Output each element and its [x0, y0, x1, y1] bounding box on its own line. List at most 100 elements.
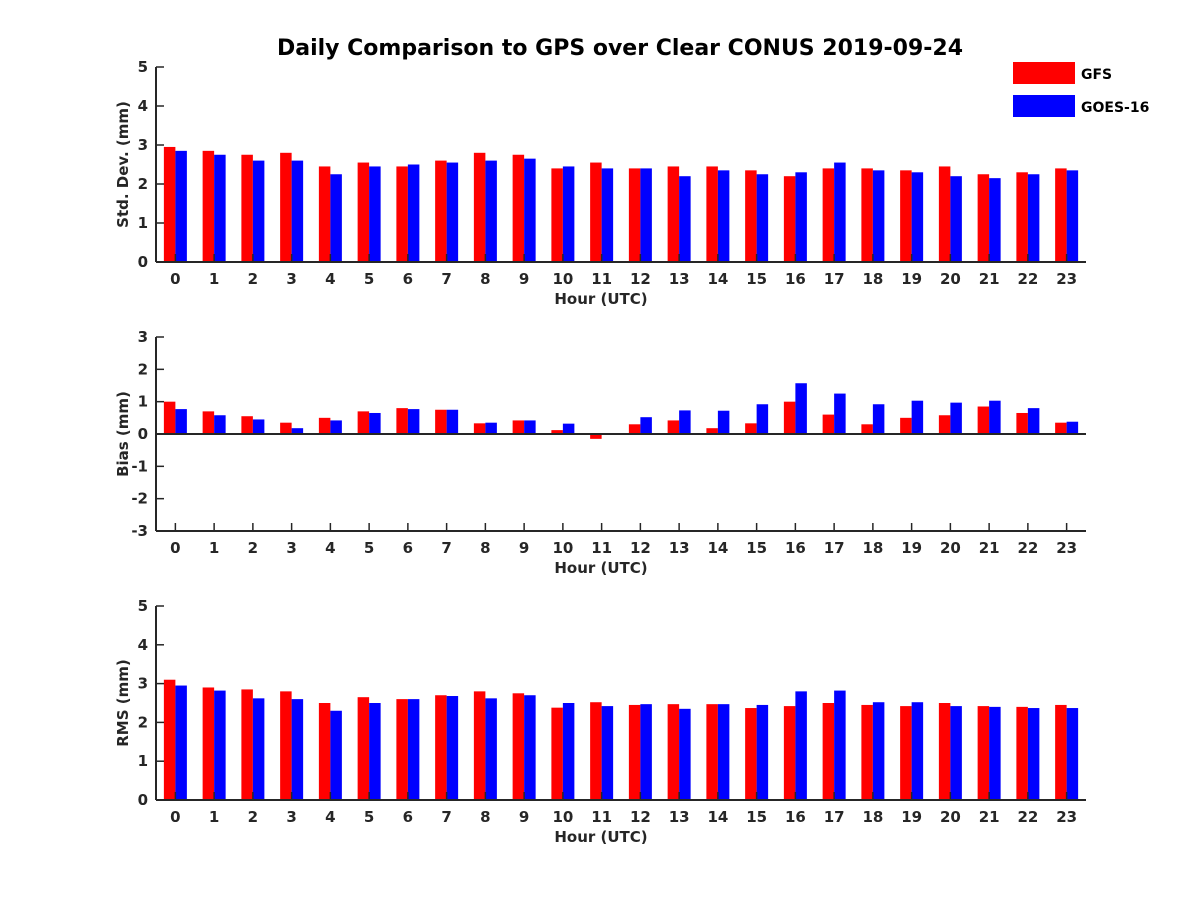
y-tick-label: 5 — [138, 597, 148, 615]
bar-goes16-12 — [640, 704, 652, 800]
x-tick-label: 19 — [901, 808, 922, 826]
bar-gfs-23 — [1055, 422, 1067, 434]
bar-gfs-16 — [783, 401, 796, 434]
x-tick-label: 9 — [519, 808, 529, 826]
x-tick-label: 13 — [669, 808, 690, 826]
bar-gfs-3 — [280, 691, 292, 800]
bar-goes16-4 — [330, 710, 342, 800]
bar-goes16-13 — [679, 410, 691, 434]
x-tick-label: 0 — [170, 539, 180, 557]
bar-goes16-16 — [795, 383, 807, 434]
x-tick-label: 19 — [901, 539, 922, 557]
x-tick-label: 15 — [746, 270, 767, 288]
x-tick-label: 18 — [862, 808, 883, 826]
bar-goes16-5 — [369, 412, 381, 434]
y-tick-label: 0 — [138, 253, 148, 271]
x-axis-label: Hour (UTC) — [554, 828, 647, 846]
bar-gfs-4 — [318, 703, 331, 800]
bar-gfs-19 — [900, 417, 912, 434]
bar-gfs-16 — [783, 176, 796, 262]
legend-label-goes16: GOES-16 — [1081, 100, 1149, 116]
bar-gfs-4 — [318, 166, 331, 262]
y-tick-label: 5 — [138, 58, 148, 76]
x-tick-label: 8 — [480, 808, 490, 826]
bar-gfs-18 — [861, 704, 873, 800]
bar-goes16-18 — [872, 404, 885, 434]
bar-gfs-10 — [551, 707, 563, 800]
bar-goes16-21 — [989, 400, 1001, 434]
bar-goes16-9 — [524, 695, 536, 800]
bar-gfs-0 — [163, 401, 176, 434]
x-tick-label: 13 — [669, 539, 690, 557]
bar-goes16-14 — [717, 410, 730, 434]
x-tick-label: 4 — [325, 539, 335, 557]
bar-gfs-6 — [396, 166, 408, 262]
x-tick-label: 22 — [1017, 270, 1038, 288]
bar-goes16-17 — [834, 162, 846, 262]
bar-goes16-15 — [756, 174, 769, 262]
bar-gfs-20 — [938, 415, 951, 434]
bar-goes16-9 — [524, 420, 536, 434]
bar-goes16-8 — [485, 160, 497, 262]
y-axis-label: Bias (mm) — [114, 391, 132, 477]
bar-goes16-1 — [214, 690, 226, 800]
bar-gfs-19 — [900, 170, 912, 262]
y-tick-label: 3 — [138, 136, 148, 154]
x-tick-label: 22 — [1017, 808, 1038, 826]
x-tick-label: 1 — [209, 808, 219, 826]
bar-goes16-23 — [1066, 421, 1079, 434]
x-tick-label: 18 — [862, 539, 883, 557]
legend-label-gfs: GFS — [1081, 67, 1112, 83]
bar-gfs-22 — [1016, 706, 1028, 800]
bar-gfs-1 — [202, 411, 215, 434]
x-tick-label: 20 — [940, 270, 961, 288]
bar-gfs-5 — [357, 697, 370, 800]
bar-gfs-11 — [590, 702, 602, 800]
x-tick-label: 3 — [286, 808, 296, 826]
bar-gfs-21 — [977, 174, 990, 262]
x-tick-label: 14 — [707, 270, 728, 288]
bar-gfs-7 — [435, 695, 447, 800]
x-tick-label: 1 — [209, 539, 219, 557]
bar-goes16-2 — [252, 698, 265, 800]
x-axis-label: Hour (UTC) — [554, 559, 647, 577]
x-tick-label: 5 — [364, 270, 374, 288]
y-tick-label: 2 — [138, 713, 148, 731]
bar-goes16-0 — [175, 150, 187, 262]
bar-goes16-3 — [291, 699, 304, 800]
bar-goes16-18 — [872, 702, 885, 800]
bar-goes16-5 — [369, 703, 381, 800]
bar-goes16-6 — [407, 409, 420, 434]
bar-gfs-18 — [861, 168, 873, 262]
x-tick-label: 3 — [286, 539, 296, 557]
bar-goes16-10 — [562, 703, 575, 800]
bar-gfs-3 — [280, 422, 292, 434]
bar-gfs-2 — [241, 154, 253, 262]
y-tick-label: 1 — [138, 752, 148, 770]
x-tick-label: 21 — [979, 270, 1000, 288]
bar-gfs-15 — [745, 708, 757, 800]
bar-gfs-15 — [745, 170, 757, 262]
bar-goes16-22 — [1027, 174, 1040, 262]
bar-gfs-17 — [822, 414, 835, 434]
bar-goes16-13 — [679, 708, 691, 800]
y-axis-label: RMS (mm) — [114, 659, 132, 746]
bar-gfs-4 — [318, 417, 331, 434]
y-tick-label: -1 — [131, 457, 148, 475]
x-tick-label: 12 — [630, 270, 651, 288]
x-tick-label: 8 — [480, 270, 490, 288]
x-tick-label: 6 — [403, 808, 413, 826]
x-tick-label: 23 — [1056, 270, 1077, 288]
x-tick-label: 11 — [591, 808, 612, 826]
bar-gfs-10 — [551, 430, 563, 434]
x-tick-label: 0 — [170, 270, 180, 288]
bar-goes16-16 — [795, 691, 807, 800]
bar-goes16-0 — [175, 409, 187, 434]
y-tick-label: -2 — [131, 490, 148, 508]
bar-gfs-0 — [163, 679, 176, 800]
x-tick-label: 12 — [630, 808, 651, 826]
x-tick-label: 3 — [286, 270, 296, 288]
x-tick-label: 4 — [325, 270, 335, 288]
